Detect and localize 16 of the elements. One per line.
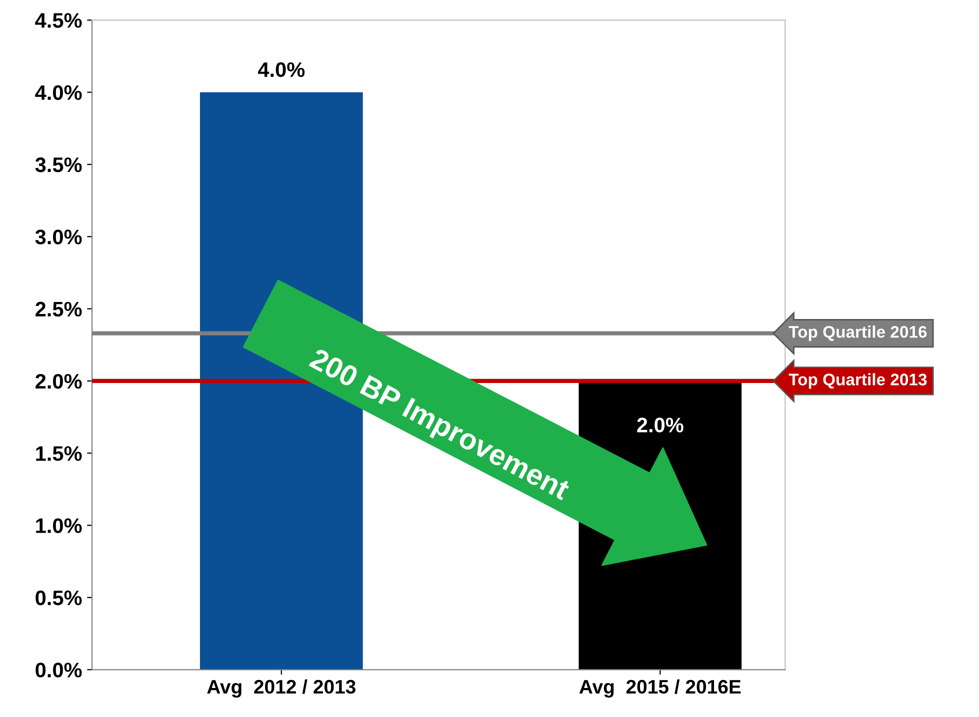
- y-tick-label: 3.5%: [35, 157, 82, 172]
- y-tick-label: 2.0%: [36, 374, 82, 389]
- y-tick-label: 0.0%: [36, 662, 82, 678]
- y-tick-label: 4.0%: [35, 85, 82, 100]
- data-label: 4.0%: [258, 62, 305, 78]
- y-tick-label: 1.0%: [36, 518, 82, 534]
- y-tick-label: 2.5%: [36, 302, 82, 317]
- ref-line-label: Top Quartile 2013: [788, 373, 927, 389]
- x-tick-label: Avg 2012 / 2013: [207, 679, 356, 698]
- ref-line-label: Top Quartile 2016: [788, 326, 927, 342]
- x-tick-label: Avg 2015 / 2016E: [579, 679, 741, 698]
- y-tick-label: 4.5%: [35, 13, 82, 28]
- y-tick-label: 3.0%: [35, 230, 82, 244]
- y-tick-label: 1.5%: [36, 446, 82, 461]
- data-label: 2.0%: [637, 418, 684, 432]
- y-tick-label: 0.5%: [36, 590, 82, 606]
